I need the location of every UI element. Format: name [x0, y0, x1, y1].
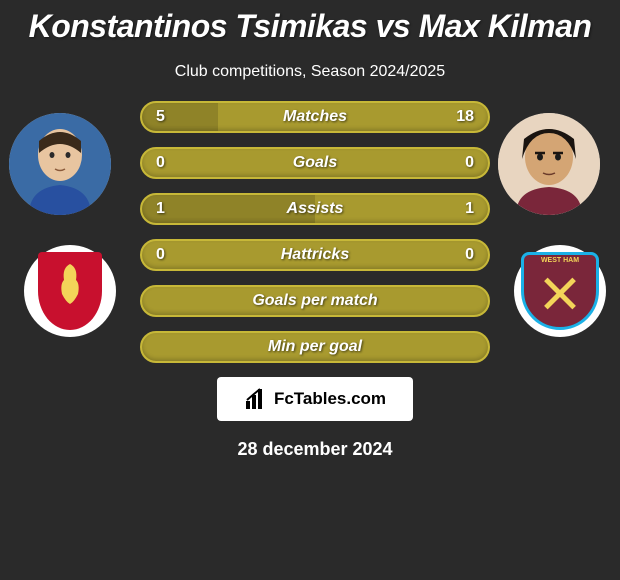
- content-area: WEST HAM 5 Matches 18 0 Goals 0 1 Assist…: [0, 101, 620, 541]
- player-right-face: [498, 113, 600, 215]
- stat-goals-left: 0: [156, 154, 165, 172]
- stat-goals-right: 0: [465, 154, 474, 172]
- stat-gpm-label: Goals per match: [252, 292, 377, 310]
- whu-shield: WEST HAM: [521, 252, 599, 330]
- stat-assists-left: 1: [156, 200, 165, 218]
- stat-mpg-label: Min per goal: [268, 338, 362, 356]
- comparison-title: Konstantinos Tsimikas vs Max Kilman: [0, 0, 620, 45]
- stat-hattricks: 0 Hattricks 0: [140, 239, 490, 271]
- stat-matches-left: 5: [156, 108, 165, 126]
- whu-crest: WEST HAM: [521, 252, 599, 330]
- stat-assists-right: 1: [465, 200, 474, 218]
- fctables-logo-icon: [244, 387, 268, 411]
- stat-goals: 0 Goals 0: [140, 147, 490, 179]
- stat-goals-per-match: Goals per match: [140, 285, 490, 317]
- comparison-subtitle: Club competitions, Season 2024/2025: [0, 63, 620, 81]
- whu-text-top: WEST HAM: [524, 257, 596, 264]
- stat-hattricks-left: 0: [156, 246, 165, 264]
- stat-assists: 1 Assists 1: [140, 193, 490, 225]
- lfc-liverbird-icon: [52, 260, 88, 308]
- club-left-badge: [24, 245, 116, 337]
- branding-text: FcTables.com: [274, 389, 386, 409]
- lfc-crest: [38, 252, 102, 330]
- player-left-avatar: [9, 113, 111, 215]
- stat-matches-fill: [142, 103, 218, 131]
- stat-assists-label: Assists: [287, 200, 344, 218]
- stat-matches: 5 Matches 18: [140, 101, 490, 133]
- club-right-badge: WEST HAM: [514, 245, 606, 337]
- stat-goals-label: Goals: [293, 154, 337, 172]
- whu-hammers-icon: [535, 277, 585, 313]
- stat-matches-label: Matches: [283, 108, 347, 126]
- stats-container: 5 Matches 18 0 Goals 0 1 Assists 1 0 Hat…: [140, 101, 490, 460]
- stat-hattricks-label: Hattricks: [281, 246, 349, 264]
- snapshot-date: 28 december 2024: [140, 439, 490, 460]
- branding-badge: FcTables.com: [217, 377, 413, 421]
- stat-matches-right: 18: [456, 108, 474, 126]
- stat-min-per-goal: Min per goal: [140, 331, 490, 363]
- player-right-avatar: [498, 113, 600, 215]
- player-left-face: [9, 113, 111, 215]
- stat-hattricks-right: 0: [465, 246, 474, 264]
